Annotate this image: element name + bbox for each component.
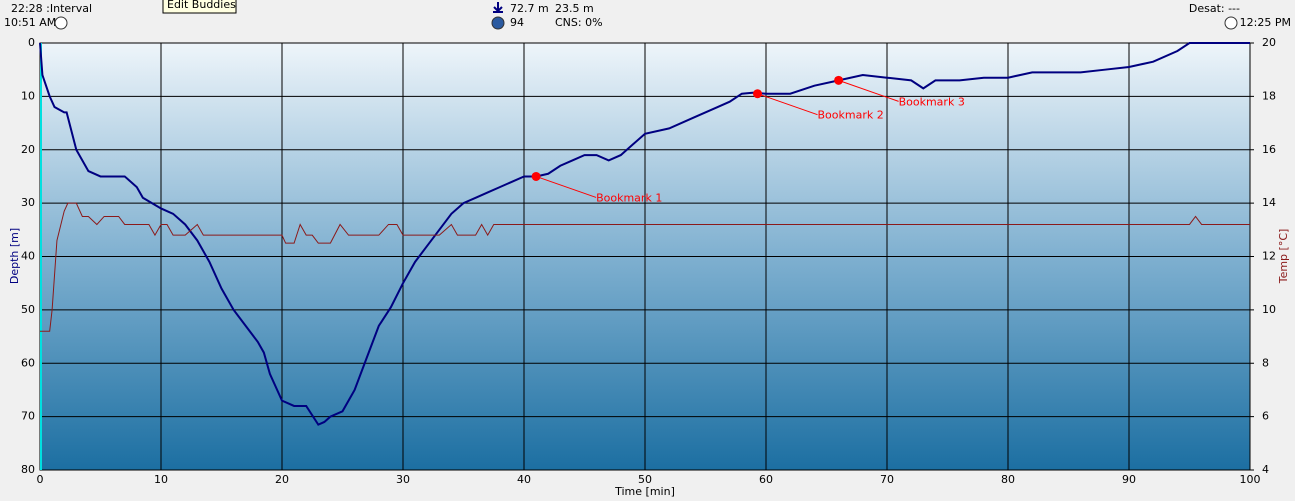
x-tick-label: 100 [1240, 473, 1261, 486]
bookmark-marker [753, 89, 763, 99]
x-tick-label: 90 [1122, 473, 1136, 486]
depth-icon [493, 2, 503, 13]
y-tick-label: 80 [21, 463, 35, 476]
tooltip-text: Edit Buddies [167, 0, 236, 11]
bookmark-label: Bookmark 1 [596, 191, 662, 204]
series-line [40, 202, 1250, 332]
y-tick-label: 40 [21, 250, 35, 263]
clock-icon [1224, 16, 1238, 30]
y2-tick-label: 8 [1262, 356, 1269, 369]
series-line [39, 42, 1250, 426]
y-tick-label: 10 [21, 89, 35, 102]
bookmark-leader [838, 79, 899, 102]
x-tick-label: 80 [1001, 473, 1015, 486]
y-tick-label: 70 [21, 410, 35, 423]
y-tick-label: 0 [28, 36, 35, 49]
gas-icon [491, 16, 505, 30]
tooltip [162, 0, 237, 14]
start-time: 10:51 AM [4, 16, 56, 29]
y-axis-title: Depth [m] [8, 228, 21, 284]
y2-axis-title: Temp [°C] [1277, 229, 1290, 285]
cns: CNS: 0% [555, 16, 603, 29]
x-tick-label: 60 [759, 473, 773, 486]
y2-tick-label: 4 [1262, 463, 1269, 476]
y-tick-label: 50 [21, 303, 35, 316]
x-axis-title: Time [min] [614, 485, 675, 498]
bookmark-marker [834, 75, 844, 85]
bookmark-label: Bookmark 2 [818, 109, 884, 122]
max-depth: 72.7 m [510, 2, 549, 15]
y2-tick-label: 6 [1262, 410, 1269, 423]
x-tick-label: 0 [37, 473, 44, 486]
x-tick-label: 40 [517, 473, 531, 486]
bookmark-leader [535, 175, 597, 198]
y2-tick-label: 18 [1262, 89, 1276, 102]
avg-depth: 23.5 m [555, 2, 594, 15]
x-tick-label: 20 [275, 473, 289, 486]
gas: 94 [510, 16, 524, 29]
x-tick-label: 10 [154, 473, 168, 486]
y2-tick-label: 14 [1262, 196, 1276, 209]
y2-tick-label: 16 [1262, 143, 1276, 156]
y2-tick-label: 12 [1262, 250, 1276, 263]
bookmark-marker [531, 171, 541, 181]
y-tick-label: 60 [21, 356, 35, 369]
interval: 22:28 :Interval [11, 2, 92, 15]
y2-tick-label: 20 [1262, 36, 1276, 49]
bookmark-label: Bookmark 3 [899, 95, 965, 108]
x-tick-label: 50 [638, 473, 652, 486]
desat: Desat: --- [1189, 2, 1240, 15]
y2-tick-label: 10 [1262, 303, 1276, 316]
clock-icon [54, 16, 68, 30]
end-time: 12:25 PM [1240, 16, 1291, 29]
x-tick-label: 70 [880, 473, 894, 486]
y-tick-label: 20 [21, 143, 35, 156]
bookmark-leader [757, 93, 818, 116]
y-tick-label: 30 [21, 196, 35, 209]
x-tick-label: 30 [396, 473, 410, 486]
